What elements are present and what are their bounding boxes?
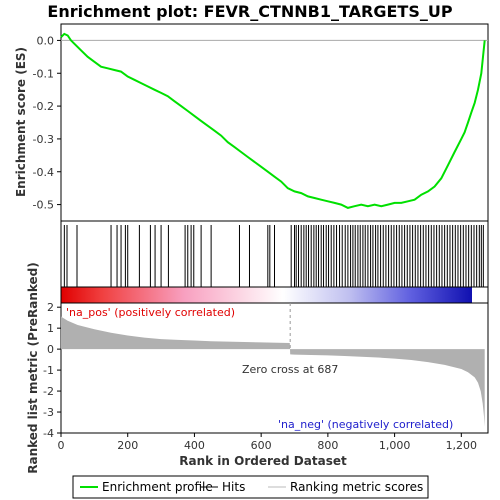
x-axis-title: Rank in Ordered Dataset [179, 454, 347, 468]
es-tick-label: -0.2 [33, 100, 54, 113]
x-tick-label: 0 [58, 439, 65, 452]
x-tick-label: 400 [184, 439, 205, 452]
x-tick-label: 200 [117, 439, 138, 452]
metric-y-axis-title: Ranked list metric (PreRanked) [26, 262, 40, 474]
metric-tick-label: 1 [47, 322, 54, 335]
legend-label: Ranking metric scores [290, 480, 423, 494]
metric-tick-label: 0 [47, 343, 54, 356]
es-tick-label: 0.0 [37, 34, 55, 47]
negative-correlation-label: 'na_neg' (negatively correlated) [278, 418, 453, 431]
legend-label: Enrichment profile [102, 480, 213, 494]
x-axis-ticks: 0 200 400 600 800 1,000 1,200 [58, 433, 478, 452]
positive-correlation-label: 'na_pos' (positively correlated) [66, 306, 235, 319]
es-tick-label: -0.5 [33, 199, 54, 212]
es-tick-label: -0.1 [33, 67, 54, 80]
legend-box [72, 475, 429, 499]
es-y-ticks: 0.0 -0.1 -0.2 -0.3 -0.4 -0.5 [33, 34, 61, 212]
metric-panel [60, 302, 489, 434]
legend: Enrichment profile Hits Ranking metric sco… [80, 480, 423, 494]
metric-tick-label: -4 [43, 427, 54, 440]
hit-markers [63, 225, 484, 287]
ranking-color-bar [61, 287, 472, 303]
es-y-axis-title: Enrichment score (ES) [14, 47, 28, 197]
zero-cross-label: Zero cross at 687 [242, 363, 338, 376]
enrichment-profile-line [60, 32, 486, 209]
es-tick-label: -0.3 [33, 133, 54, 146]
ranking-metric-area [61, 316, 485, 427]
x-tick-label: 800 [317, 439, 338, 452]
x-tick-label: 1,000 [379, 439, 411, 452]
metric-tick-label: 2 [47, 301, 54, 314]
chart-title: Enrichment plot: FEVR_CTNNB1_TARGETS_UP [47, 2, 452, 21]
metric-tick-label: -2 [43, 385, 54, 398]
metric-tick-label: -3 [43, 406, 54, 419]
legend-label: Hits [222, 480, 245, 494]
metric-tick-label: -1 [43, 364, 54, 377]
x-tick-label: 600 [251, 439, 272, 452]
es-panel [60, 23, 489, 222]
es-tick-label: -0.4 [33, 166, 54, 179]
metric-y-ticks: 2 1 0 -1 -2 -3 -4 [43, 301, 61, 440]
x-tick-label: 1,200 [446, 439, 478, 452]
